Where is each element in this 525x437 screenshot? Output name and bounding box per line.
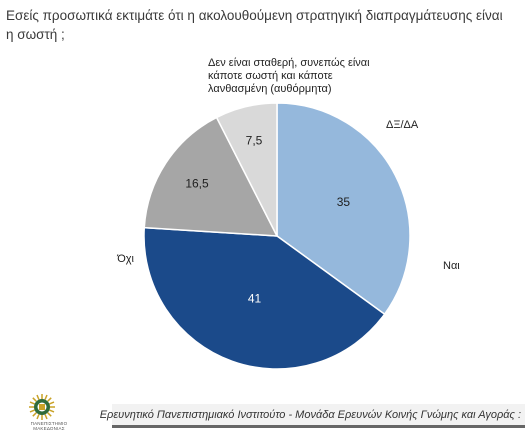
category-label-ochi: Όχι — [116, 253, 134, 265]
pie-slice-ochi — [143, 226, 386, 370]
pie-category-labels: Ναι Όχι ΔΞ/ΔΑ Δεν είναι σταθερή, συνεπώς εί… — [116, 57, 460, 272]
pie-slice-nai — [276, 102, 411, 316]
pie-slice-dk_na — [215, 102, 278, 237]
category-label-nai: Ναι — [443, 260, 460, 272]
category-label-dk-na: ΔΞ/ΔΑ — [386, 119, 419, 131]
pie-chart: 35 41 16,5 7,5 Ναι Όχι ΔΞ/ΔΑ Δεν είναι σταθερή… — [116, 57, 460, 370]
category-label-unstable-line-3: λανθασμένη (αυθόρμητα) — [208, 83, 332, 95]
university-logo — [22, 392, 92, 436]
pie-value-labels: 35 41 16,5 7,5 — [185, 133, 350, 305]
footer-source-text: Ερευνητικό Πανεπιστημιακό Ινστιτούτο - Μ… — [99, 409, 521, 421]
logo-caption: ΠΑΝΕΠΙΣΤΗΜΙΟ ΜΑΚΕΔΟΝΙΑΣ — [30, 421, 68, 431]
pie-slice-unstable — [143, 116, 279, 237]
pie-slices — [143, 102, 411, 370]
value-label-nai: 35 — [337, 195, 351, 209]
value-label-ochi: 41 — [248, 292, 262, 306]
value-label-dk_na: 7,5 — [246, 133, 263, 147]
category-label-unstable-line-2: κάποτε σωστή και κάποτε — [208, 70, 333, 82]
footer-bar: Ερευνητικό Πανεπιστημιακό Ινστιτούτο - Μ… — [100, 404, 525, 428]
value-label-unstable: 16,5 — [185, 176, 209, 190]
logo-emblem-icon — [29, 394, 55, 420]
category-label-unstable-line-1: Δεν είναι σταθερή, συνεπώς είναι — [208, 57, 370, 69]
chart-question-title: Εσείς προσωπικά εκτιμάτε ότι η ακολουθού… — [6, 8, 503, 42]
